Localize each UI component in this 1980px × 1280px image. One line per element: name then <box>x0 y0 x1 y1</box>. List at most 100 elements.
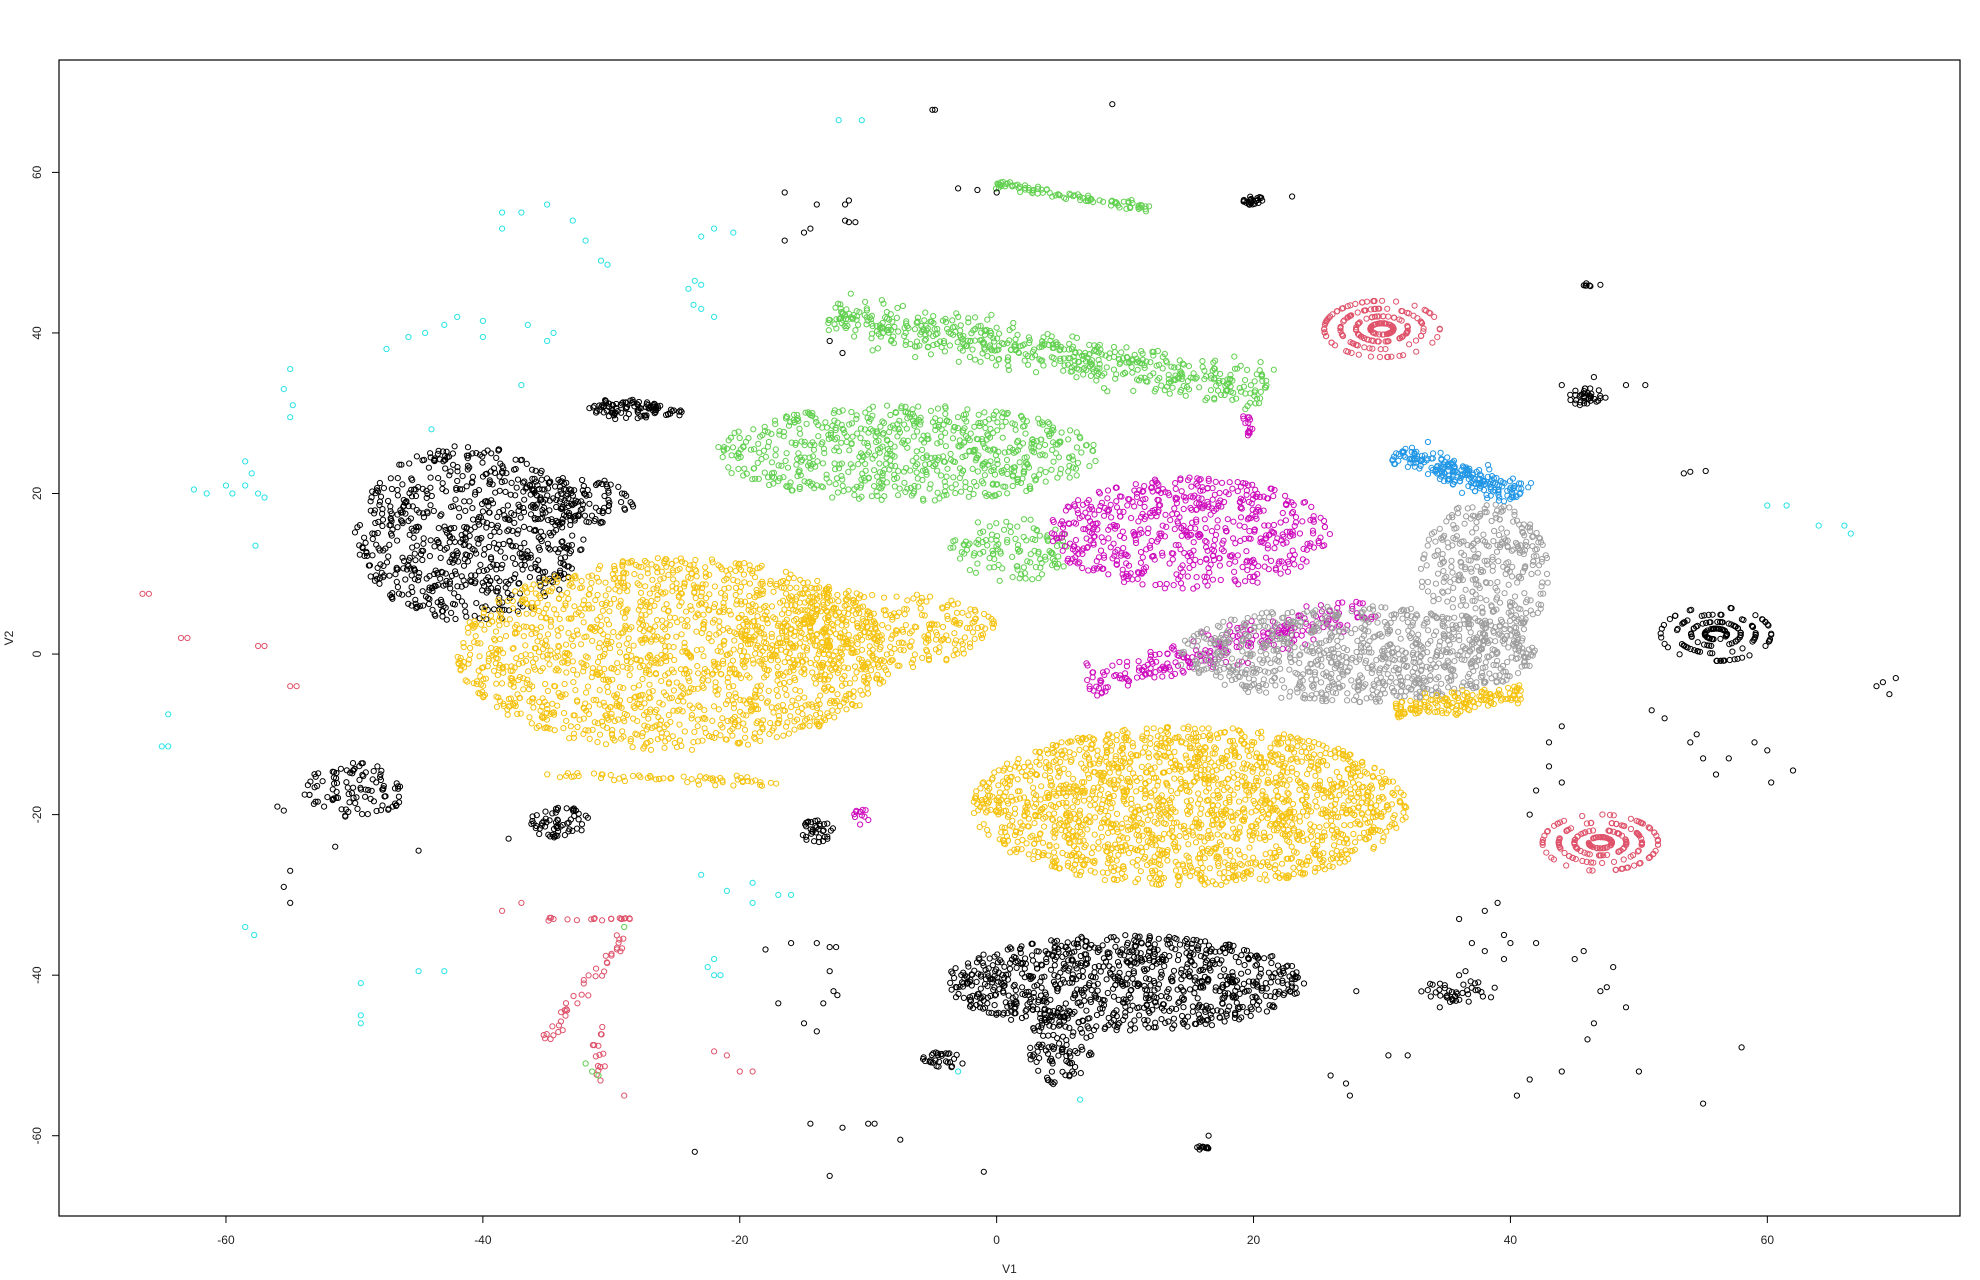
point-yellow <box>776 716 783 723</box>
point-yellow <box>630 684 637 691</box>
point-yellow <box>789 697 796 704</box>
point-yellow <box>595 578 602 585</box>
point-magenta <box>1137 526 1144 533</box>
point-yellow <box>510 683 517 690</box>
point-yellow <box>792 660 799 667</box>
point-yellow <box>821 677 828 684</box>
point-green <box>1180 383 1187 390</box>
point-green <box>887 457 894 464</box>
point-yellow <box>637 603 644 610</box>
point-yellow <box>605 621 613 628</box>
point-yellow <box>515 676 522 684</box>
point-yellow <box>735 671 743 678</box>
point-black <box>380 485 387 492</box>
point-magenta <box>1167 517 1174 524</box>
point-black <box>569 532 576 539</box>
point-black <box>472 572 479 579</box>
point-green <box>972 356 979 363</box>
point-black <box>409 503 416 510</box>
point-yellow <box>904 597 911 604</box>
point-green <box>922 309 929 316</box>
point-black <box>376 580 383 587</box>
point-green <box>1257 388 1264 395</box>
point-black <box>429 606 436 613</box>
point-green <box>1169 384 1176 391</box>
point-green <box>1020 516 1028 523</box>
point-black <box>462 541 469 548</box>
point-yellow <box>731 718 739 726</box>
point-yellow <box>467 644 474 652</box>
point-yellow <box>532 655 539 662</box>
point-yellow <box>624 665 631 672</box>
point-yellow <box>637 657 644 664</box>
point-green <box>1231 353 1238 360</box>
point-yellow <box>625 646 633 654</box>
point-black <box>446 532 453 539</box>
point-yellow <box>513 655 520 662</box>
point-green <box>782 457 789 464</box>
point-yellow <box>780 679 788 687</box>
point-magenta <box>1152 669 1159 676</box>
point-yellow <box>544 655 551 662</box>
point-yellow <box>597 613 604 621</box>
point-black <box>571 515 578 522</box>
point-black <box>406 490 413 497</box>
point-yellow <box>673 633 680 640</box>
point-black <box>371 530 378 537</box>
point-green <box>1067 427 1074 434</box>
point-yellow <box>533 626 540 633</box>
point-green <box>913 454 920 461</box>
point-yellow <box>639 730 646 737</box>
point-black <box>515 580 522 587</box>
point-green <box>1022 575 1029 582</box>
point-green <box>924 432 931 439</box>
point-green <box>1104 388 1111 395</box>
point-black <box>541 504 548 511</box>
point-yellow <box>636 682 643 689</box>
point-yellow <box>565 630 572 637</box>
point-black <box>601 492 608 500</box>
point-yellow <box>807 625 814 632</box>
point-yellow <box>711 583 719 590</box>
point-yellow <box>608 710 615 717</box>
point-yellow <box>540 610 547 617</box>
point-black <box>521 540 528 547</box>
point-magenta <box>1230 518 1237 525</box>
point-magenta <box>1179 585 1186 592</box>
point-black <box>437 512 444 519</box>
point-yellow <box>708 638 715 645</box>
point-yellow <box>527 652 534 659</box>
point-yellow <box>562 641 570 648</box>
point-green <box>895 492 902 499</box>
point-yellow <box>670 576 677 583</box>
point-magenta <box>1109 662 1116 669</box>
point-yellow <box>687 603 694 610</box>
point-yellow <box>743 712 750 719</box>
point-yellow <box>836 703 844 710</box>
point-black <box>447 525 454 532</box>
point-yellow <box>657 660 664 667</box>
point-yellow <box>798 705 805 712</box>
point-black <box>550 529 557 536</box>
point-yellow <box>491 635 498 643</box>
point-green <box>1025 361 1032 368</box>
point-yellow <box>508 675 516 682</box>
point-yellow <box>822 586 830 593</box>
point-black <box>518 550 525 557</box>
point-magenta <box>1298 632 1305 639</box>
point-green <box>988 536 995 543</box>
point-magenta <box>1212 478 1219 485</box>
point-yellow <box>853 669 860 676</box>
point-yellow <box>862 679 870 686</box>
point-green <box>949 317 956 324</box>
point-magenta <box>1226 479 1233 486</box>
point-yellow <box>585 605 593 612</box>
point-magenta <box>1184 573 1191 580</box>
point-yellow <box>533 724 540 732</box>
point-magenta <box>1232 578 1239 585</box>
point-yellow <box>659 637 666 645</box>
point-green <box>921 337 928 344</box>
point-yellow <box>786 678 793 686</box>
point-yellow <box>604 714 611 722</box>
point-magenta <box>1216 562 1224 569</box>
